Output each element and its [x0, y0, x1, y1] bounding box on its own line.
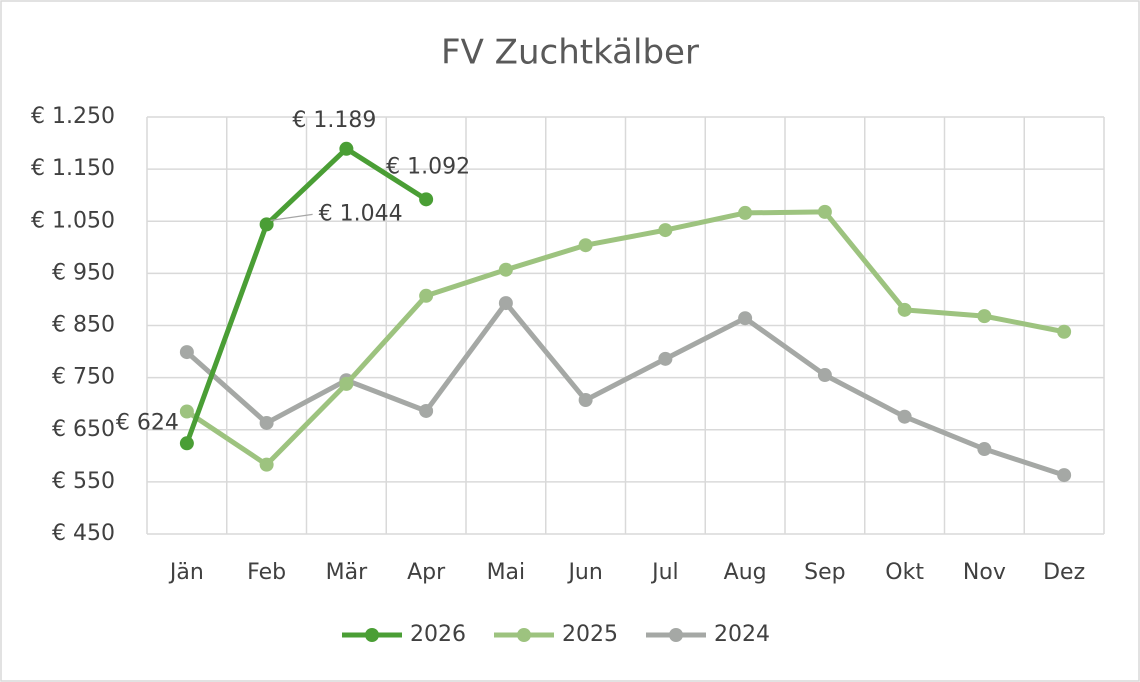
data-point	[658, 223, 673, 238]
series-line	[185, 300, 1065, 478]
data-point	[179, 436, 194, 451]
legend-label: 2026	[410, 622, 466, 647]
leader-line	[270, 213, 313, 221]
legend-swatch-marker	[517, 628, 531, 642]
x-tick-label: Jun	[566, 560, 602, 585]
y-tick-label: € 650	[52, 417, 115, 442]
data-point	[498, 262, 513, 277]
legend-swatch-marker	[365, 628, 379, 642]
grid: € 450 € 550 € 650 € 750 € 850 € 950 € 1.050 € 1…	[31, 104, 1105, 585]
x-tick-label: Jul	[650, 560, 679, 585]
y-tick-label: € 550	[52, 469, 115, 494]
plot: € 624 € 1.044 € 1.189 € 1.092	[116, 108, 1072, 483]
x-tick-label: Aug	[724, 560, 767, 585]
data-point	[977, 309, 992, 324]
legend-label: 2024	[714, 622, 770, 647]
y-tick-label: € 1.050	[31, 208, 115, 233]
x-tick-label: Mär	[326, 560, 368, 585]
y-tick-label: € 1.150	[31, 156, 115, 181]
y-tick-label: € 950	[52, 260, 115, 285]
x-tick-label: Mai	[487, 560, 526, 585]
data-point	[179, 404, 194, 419]
data-point	[419, 403, 434, 418]
x-tick-label: Apr	[407, 560, 446, 585]
data-point	[578, 393, 593, 408]
data-point	[897, 409, 912, 424]
data-label: € 1.189	[292, 108, 376, 133]
data-point	[578, 238, 593, 253]
data-point	[738, 205, 753, 220]
data-point	[1057, 324, 1072, 339]
data-label: € 624	[116, 410, 179, 435]
x-tick-label: Feb	[247, 560, 286, 585]
chart-title: FV Zuchtkälber	[441, 33, 699, 73]
series-line	[184, 146, 428, 445]
x-tick-label: Nov	[963, 560, 1006, 585]
data-point	[259, 217, 274, 232]
y-tick-label: € 750	[52, 365, 115, 390]
x-tick-label: Sep	[804, 560, 845, 585]
data-point	[259, 415, 274, 430]
data-point	[1057, 468, 1072, 483]
data-point	[817, 204, 832, 219]
data-point	[259, 457, 274, 472]
data-point	[339, 141, 354, 156]
legend-swatch-marker	[669, 628, 683, 642]
data-point	[179, 345, 194, 360]
data-point	[419, 192, 434, 207]
x-tick-label: Okt	[885, 560, 924, 585]
legend-label: 2025	[562, 622, 618, 647]
series-line	[185, 209, 1065, 468]
data-point	[498, 296, 513, 311]
data-point	[738, 311, 753, 326]
data-label: € 1.044	[319, 201, 403, 226]
y-tick-label: € 850	[52, 313, 115, 338]
data-point	[419, 288, 434, 303]
x-tick-label: Dez	[1043, 560, 1085, 585]
y-tick-label: € 450	[52, 521, 115, 546]
x-tick-label: Jän	[168, 560, 204, 585]
data-point	[817, 368, 832, 383]
data-point	[339, 376, 354, 391]
data-point	[977, 442, 992, 457]
y-tick-label: € 1.250	[31, 104, 115, 129]
data-point	[658, 351, 673, 366]
data-point	[897, 302, 912, 317]
data-label: € 1.092	[386, 154, 470, 179]
